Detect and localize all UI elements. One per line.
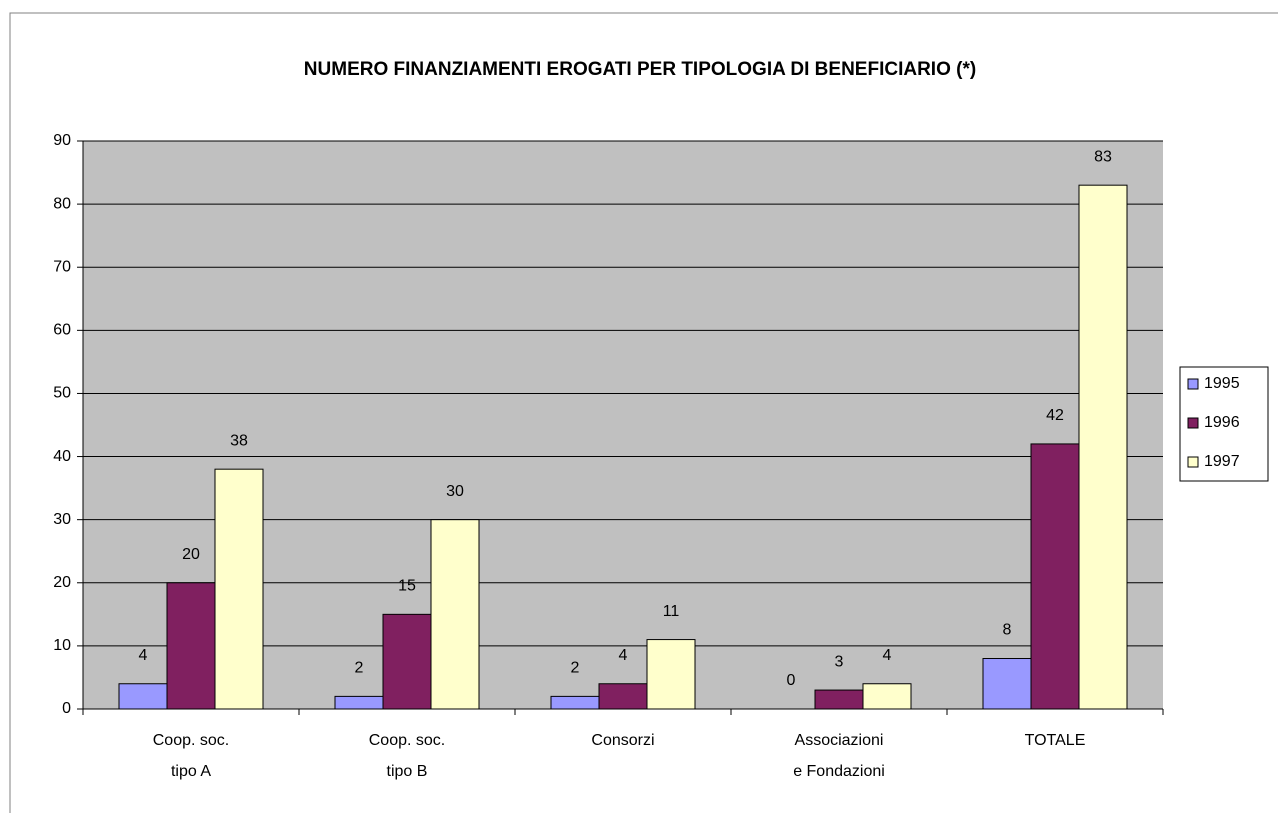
data-label: 2	[571, 660, 580, 677]
y-tick-label: 0	[62, 700, 71, 717]
data-label: 4	[139, 647, 148, 664]
bar	[334, 695, 384, 710]
x-tick-label: Associazioni	[795, 732, 884, 749]
data-label: 4	[619, 647, 628, 664]
y-tick-label: 50	[53, 385, 71, 402]
bar	[862, 683, 912, 710]
bar	[382, 613, 432, 710]
legend-label: 1997	[1204, 453, 1240, 470]
bar	[166, 582, 216, 710]
data-label: 3	[835, 653, 844, 670]
legend-label: 1995	[1204, 375, 1240, 392]
data-label: 8	[1003, 622, 1012, 639]
data-label: 11	[663, 603, 680, 620]
y-tick-label: 80	[53, 195, 71, 212]
legend-swatch	[1187, 417, 1199, 429]
legend-label: 1996	[1204, 414, 1240, 431]
y-tick-label: 30	[53, 511, 71, 528]
data-label: 15	[398, 578, 416, 595]
bar	[1078, 184, 1128, 710]
data-label: 83	[1094, 148, 1112, 165]
y-tick-label: 90	[53, 132, 71, 149]
data-label: 0	[787, 672, 796, 689]
bar	[598, 683, 648, 710]
chart-title: NUMERO FINANZIAMENTI EROGATI PER TIPOLOG…	[304, 59, 976, 80]
data-label: 42	[1046, 407, 1064, 424]
x-tick-label: TOTALE	[1025, 732, 1086, 749]
x-tick-label: Coop. soc.	[369, 732, 445, 749]
data-label: 4	[883, 647, 892, 664]
x-tick-label: tipo B	[387, 763, 428, 780]
bar	[982, 658, 1032, 710]
bar	[550, 695, 600, 710]
data-label: 2	[355, 660, 364, 677]
legend-swatch	[1187, 456, 1199, 468]
x-tick-label: tipo A	[171, 763, 211, 780]
chart-frame	[9, 12, 1278, 813]
data-label: 38	[230, 432, 248, 449]
y-tick-label: 40	[53, 448, 71, 465]
data-label: 20	[182, 546, 200, 563]
bar	[430, 519, 480, 710]
y-tick-label: 10	[53, 637, 71, 654]
bar	[814, 689, 864, 710]
bar	[118, 683, 168, 710]
legend-swatch	[1187, 378, 1199, 390]
y-tick-label: 60	[53, 322, 71, 339]
bar	[646, 639, 696, 710]
y-tick-label: 70	[53, 258, 71, 275]
data-label: 30	[446, 483, 464, 500]
x-tick-label: Coop. soc.	[153, 732, 229, 749]
x-tick-label: Consorzi	[591, 732, 654, 749]
x-tick-label: e Fondazioni	[793, 763, 885, 780]
y-tick-label: 20	[53, 574, 71, 591]
bar	[1030, 443, 1080, 710]
bar	[214, 468, 264, 710]
